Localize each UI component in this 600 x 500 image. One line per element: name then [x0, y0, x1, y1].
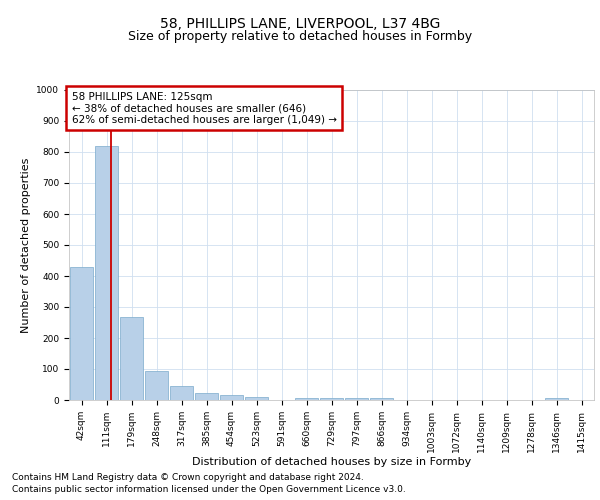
- Text: Contains HM Land Registry data © Crown copyright and database right 2024.: Contains HM Land Registry data © Crown c…: [12, 472, 364, 482]
- Y-axis label: Number of detached properties: Number of detached properties: [21, 158, 31, 332]
- Text: Contains public sector information licensed under the Open Government Licence v3: Contains public sector information licen…: [12, 485, 406, 494]
- X-axis label: Distribution of detached houses by size in Formby: Distribution of detached houses by size …: [192, 458, 471, 468]
- Bar: [195, 393, 218, 400]
- Text: 58, PHILLIPS LANE, LIVERPOOL, L37 4BG: 58, PHILLIPS LANE, LIVERPOOL, L37 4BG: [160, 18, 440, 32]
- Bar: [120, 317, 143, 400]
- Bar: [320, 398, 343, 400]
- Bar: [145, 370, 168, 400]
- Bar: [545, 398, 568, 400]
- Text: Size of property relative to detached houses in Formby: Size of property relative to detached ho…: [128, 30, 472, 43]
- Bar: [345, 398, 368, 400]
- Bar: [170, 386, 193, 400]
- Bar: [220, 395, 243, 400]
- Bar: [295, 398, 318, 400]
- Bar: [245, 397, 268, 400]
- Text: 58 PHILLIPS LANE: 125sqm
← 38% of detached houses are smaller (646)
62% of semi-: 58 PHILLIPS LANE: 125sqm ← 38% of detach…: [71, 92, 337, 124]
- Bar: [70, 266, 93, 400]
- Bar: [370, 398, 393, 400]
- Bar: [95, 146, 118, 400]
